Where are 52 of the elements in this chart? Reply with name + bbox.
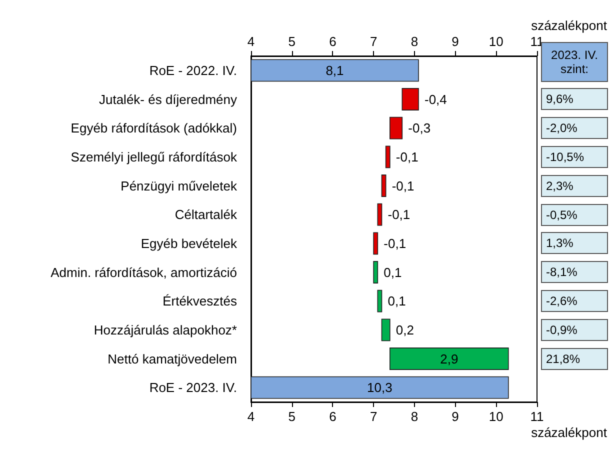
text: -0,5% — [541, 204, 608, 226]
y-tick-label: Admin. ráfordítások, amortizáció — [50, 264, 237, 280]
data-label: -0,1 — [388, 207, 410, 222]
x2-tick-label: 6 — [329, 34, 336, 49]
data-label: 0,1 — [384, 264, 402, 280]
y-tick-label: RoE - 2022. IV. — [149, 62, 237, 78]
x2-tick-label: 9 — [452, 34, 459, 49]
data-label: 8,1 — [326, 62, 344, 78]
x-tick-label: 7 — [370, 409, 378, 424]
data-label: -0,1 — [396, 149, 418, 164]
x-tick-label: 5 — [288, 409, 296, 424]
y-tick-label: Jutalék- és díjeredmény — [98, 92, 238, 107]
text: -2,6% — [541, 290, 608, 312]
text: -0,9% — [541, 318, 608, 341]
text: 1,3% — [541, 232, 608, 254]
y-tick-label: Egyéb bevételek — [140, 236, 238, 251]
x2-tick-label: 5 — [288, 34, 296, 49]
x2-axis-title: százalékpont — [531, 18, 608, 33]
text: 21,8% — [541, 348, 608, 370]
y-tick-label: Céltartalék — [174, 207, 238, 222]
x2-tick-label: 7 — [370, 34, 378, 49]
data-label: -0,1 — [384, 236, 406, 251]
text: 2023. IV. szint: — [551, 48, 598, 76]
y-tick-label: Nettó kamatjövedelem — [108, 351, 237, 366]
x-tick-label: 10 — [488, 409, 504, 424]
x-tick-label: 11 — [530, 409, 544, 424]
text: 9,6% — [541, 88, 608, 110]
y-tick-label: Egyéb ráfordítások (adókkal) — [70, 120, 237, 136]
text: -2,0% — [541, 117, 608, 140]
text: -8,1% — [541, 261, 608, 284]
y-tick-label: Értékvesztés — [162, 294, 238, 309]
x2-tick-label: 4 — [247, 34, 255, 49]
y-tick-label: Hozzájárulás alapokhoz* — [94, 322, 237, 338]
text: 2,3% — [541, 174, 608, 197]
data-label: -0,4 — [424, 92, 447, 107]
x2-tick-label: 8 — [410, 34, 418, 49]
data-label: -0,1 — [392, 178, 414, 194]
x2-tick-label: 10 — [488, 34, 504, 49]
x-tick-label: 8 — [410, 409, 418, 424]
x-tick-label: 9 — [452, 409, 459, 424]
text: -10,5% — [541, 146, 608, 168]
x-axis-title: százalékpont — [531, 425, 608, 440]
data-label: 0,2 — [396, 322, 414, 338]
data-label: 10,3 — [367, 380, 392, 396]
data-label: -0,3 — [408, 120, 431, 136]
y-tick-label: Személyi jellegű ráfordítások — [70, 149, 238, 164]
y-tick-label: Pénzügyi műveletek — [120, 178, 238, 194]
y-tick-label: RoE - 2023. IV. — [149, 380, 237, 396]
x-tick-label: 6 — [329, 409, 336, 424]
data-label: 2,9 — [440, 351, 458, 366]
data-label: 0,1 — [388, 294, 406, 309]
x-tick-label: 4 — [247, 409, 255, 424]
